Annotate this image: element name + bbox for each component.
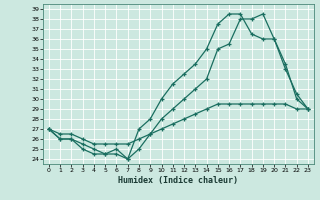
X-axis label: Humidex (Indice chaleur): Humidex (Indice chaleur)	[118, 176, 238, 185]
